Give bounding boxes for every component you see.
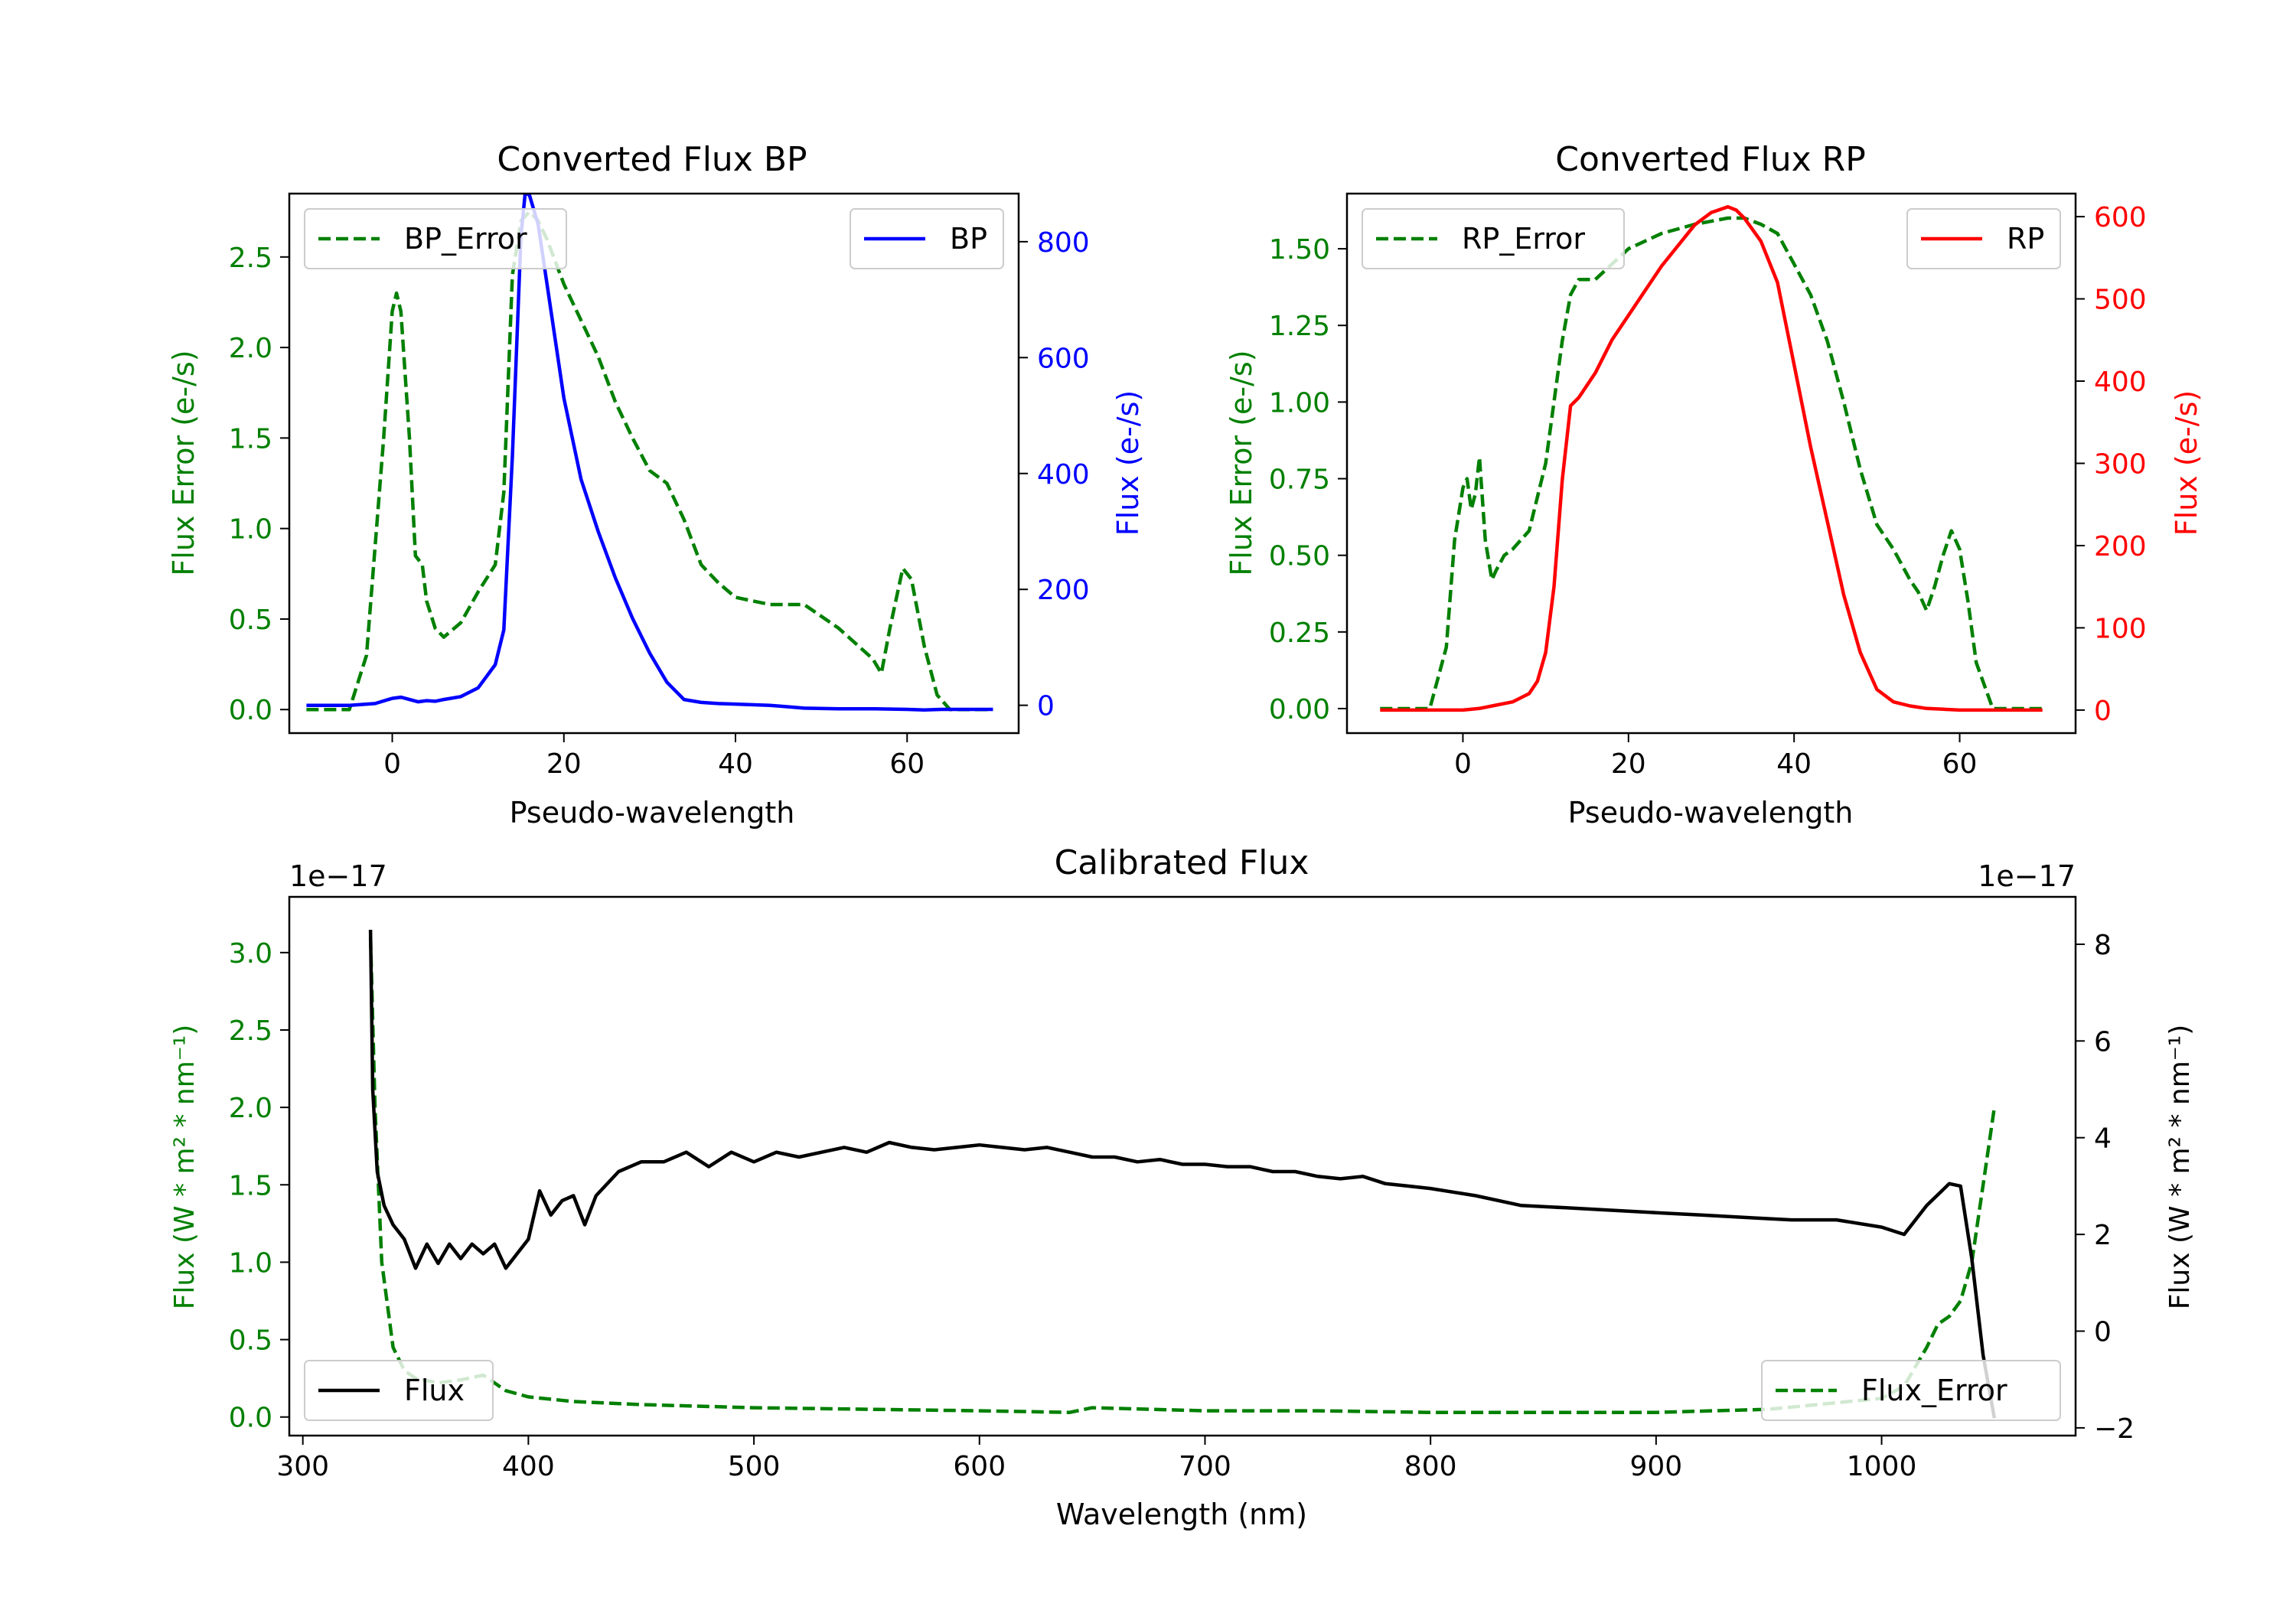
cal-ytick-right-label: 2 xyxy=(2094,1220,2112,1251)
rp-xtick-label: 60 xyxy=(1942,748,1978,780)
rp-legend-box xyxy=(1906,208,2061,269)
cal-xtick-label: 400 xyxy=(502,1451,555,1482)
cal-xlabel: Wavelength (nm) xyxy=(1056,1498,1307,1531)
rp-legend-label: RP_Error xyxy=(1462,222,1585,256)
bp-ylabel-right: Flux (e-/s) xyxy=(1111,390,1145,536)
cal-legend-left: Flux xyxy=(304,1360,494,1421)
rp-xtick-label: 0 xyxy=(1454,748,1472,780)
cal-ytick-left-label: 0.5 xyxy=(229,1325,272,1357)
bp-ytick-left-label: 1.5 xyxy=(229,423,272,455)
cal-legend-label: Flux_Error xyxy=(1861,1374,2007,1407)
rp-ylabel-left: Flux Error (e-/s) xyxy=(1225,350,1258,575)
cal-legend-box xyxy=(1761,1360,2061,1421)
cal-ytick-right-label: 0 xyxy=(2094,1316,2112,1348)
bp-legend-label: BP_Error xyxy=(404,222,527,256)
bp-title: Converted Flux BP xyxy=(497,140,807,179)
cal-legend-box xyxy=(304,1360,494,1421)
rp-legend-left: RP_Error xyxy=(1362,208,1625,269)
bp-plot: 0 20 40 60 0.0 0.5 1.0 1.5 2.0 2.5 0 200 400 600 800 BP… xyxy=(229,192,1090,780)
rp-ytick-left-label: 1.50 xyxy=(1269,234,1330,266)
rp-ytick-left-label: 1.25 xyxy=(1269,311,1330,342)
cal-ytick-left-label: 2.5 xyxy=(229,1015,272,1047)
rp-ytick-right-label: 400 xyxy=(2094,367,2147,398)
bp-ytick-right-label: 800 xyxy=(1037,227,1090,259)
rp-xtick-label: 20 xyxy=(1611,748,1646,780)
cal-ytick-right-label: −2 xyxy=(2094,1413,2135,1445)
rp-ytick-left-label: 0.25 xyxy=(1269,618,1330,649)
rp-title: Converted Flux RP xyxy=(1555,140,1866,179)
rp-legend-box xyxy=(1362,208,1625,269)
cal-legend-label: Flux xyxy=(404,1374,465,1407)
cal-ytick-left-label: 1.5 xyxy=(229,1170,272,1201)
bp-ytick-left-label: 0.5 xyxy=(229,605,272,636)
rp-legend-right: RP xyxy=(1906,208,2061,269)
cal-offset-right: 1e−17 xyxy=(1978,859,2076,893)
rp-ytick-right-label: 100 xyxy=(2094,613,2147,644)
bp-legend-label: BP xyxy=(950,222,987,256)
bp-xtick-label: 0 xyxy=(383,748,401,780)
cal-plot: 300 400 500 600 700 800 900 1000 0.0 0.5 1.0 1.5 2.0… xyxy=(229,895,2135,1482)
bp-ytick-right-label: 400 xyxy=(1037,459,1090,491)
rp-ytick-left-label: 0.50 xyxy=(1269,541,1330,572)
bp-xlabel: Pseudo-wavelength xyxy=(510,796,795,830)
rp-ytick-right-label: 300 xyxy=(2094,449,2147,481)
cal-ytick-left-label: 3.0 xyxy=(229,938,272,970)
bp-legend-right: BP xyxy=(850,208,1004,269)
bp-series-bp-error xyxy=(306,210,993,712)
bp-legend-left: BP_Error xyxy=(304,208,567,269)
cal-ytick-left-label: 2.0 xyxy=(229,1093,272,1124)
rp-ytick-right-label: 600 xyxy=(2094,202,2147,233)
cal-xtick-label: 300 xyxy=(276,1451,329,1482)
rp-series-rp xyxy=(1380,204,2043,712)
cal-xtick-label: 500 xyxy=(728,1451,781,1482)
bp-ytick-left-label: 2.5 xyxy=(229,243,272,274)
cal-ylabel-left: Flux (W * m² * nm⁻¹) xyxy=(169,1025,201,1310)
cal-ylabel-right: Flux (W * m² * nm⁻¹) xyxy=(2164,1025,2196,1310)
bp-xtick-label: 20 xyxy=(546,748,582,780)
rp-ytick-left-label: 1.00 xyxy=(1269,387,1330,419)
cal-xtick-label: 900 xyxy=(1630,1451,1683,1482)
bp-axes-frame xyxy=(288,192,1020,735)
bp-ytick-left-label: 1.0 xyxy=(229,514,272,546)
rp-ytick-right-label: 500 xyxy=(2094,285,2147,316)
cal-ytick-right-label: 8 xyxy=(2094,930,2112,961)
rp-xtick-label: 40 xyxy=(1776,748,1812,780)
cal-ytick-left-label: 1.0 xyxy=(229,1247,272,1279)
bp-ytick-right-label: 0 xyxy=(1037,691,1055,722)
bp-legend-box xyxy=(850,208,1004,269)
rp-ytick-right-label: 0 xyxy=(2094,696,2112,727)
rp-xlabel: Pseudo-wavelength xyxy=(1568,796,1854,830)
rp-legend-label: RP xyxy=(2007,222,2044,256)
bp-ylabel-left: Flux Error (e-/s) xyxy=(167,350,201,575)
cal-series-flux xyxy=(368,929,1997,1419)
cal-xtick-label: 700 xyxy=(1179,1451,1231,1482)
cal-xtick-label: 600 xyxy=(953,1451,1006,1482)
cal-axes-frame xyxy=(288,895,2077,1437)
bp-ytick-left-label: 0.0 xyxy=(229,695,272,726)
cal-xtick-label: 800 xyxy=(1404,1451,1457,1482)
bp-ytick-right-label: 600 xyxy=(1037,343,1090,374)
bp-ytick-right-label: 200 xyxy=(1037,575,1090,606)
cal-xtick-label: 1000 xyxy=(1847,1451,1917,1482)
rp-ytick-right-label: 200 xyxy=(2094,531,2147,562)
bp-ytick-left-label: 2.0 xyxy=(229,333,272,364)
bp-legend-box xyxy=(304,208,567,269)
cal-ytick-left-label: 0.0 xyxy=(229,1403,272,1434)
cal-legend-right: Flux_Error xyxy=(1761,1360,2061,1421)
cal-offset-left: 1e−17 xyxy=(289,859,387,893)
cal-ytick-right-label: 4 xyxy=(2094,1123,2112,1155)
bp-xtick-label: 40 xyxy=(718,748,753,780)
bp-series-bp xyxy=(306,194,993,712)
cal-title: Calibrated Flux xyxy=(1055,843,1309,882)
bp-xtick-label: 60 xyxy=(889,748,925,780)
cal-ytick-right-label: 6 xyxy=(2094,1026,2112,1058)
rp-ytick-left-label: 0.75 xyxy=(1269,464,1330,496)
rp-plot: 0 20 40 60 0.00 0.25 0.50 0.75 1.00 1.25 1.50 0 100 2… xyxy=(1269,192,2147,780)
rp-ylabel-right: Flux (e-/s) xyxy=(2170,390,2203,536)
rp-ytick-left-label: 0.00 xyxy=(1269,694,1330,725)
